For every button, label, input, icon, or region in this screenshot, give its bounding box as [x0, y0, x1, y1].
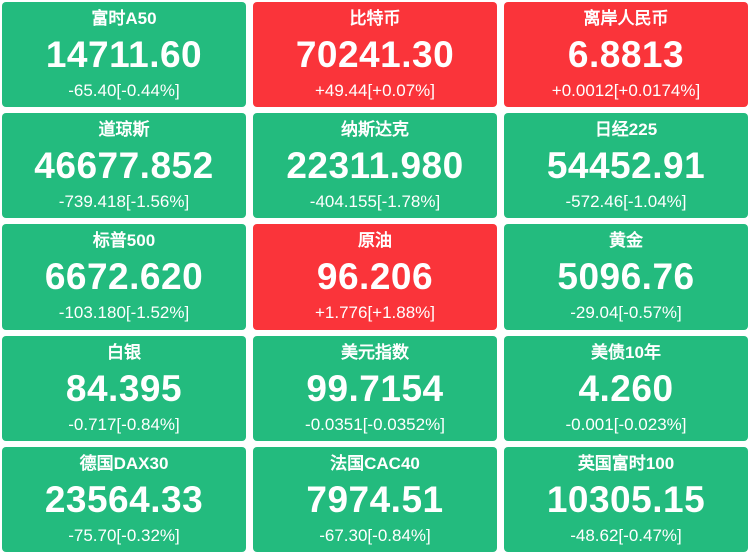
market-price: 23564.33	[44, 478, 204, 520]
market-tile-11[interactable]: 美元指数 99.7154 -0.0351[-0.0352%]	[253, 335, 497, 441]
market-tile-12[interactable]: 美债10年 4.260 -0.001[-0.023%]	[504, 335, 748, 441]
market-price: 46677.852	[34, 145, 214, 187]
market-name: 法国CAC40	[330, 453, 420, 473]
market-tile-1[interactable]: 富时A50 14711.60 -65.40[-0.44%]	[2, 2, 246, 108]
market-name: 美元指数	[341, 342, 409, 362]
market-tile-8[interactable]: 原油 96.206 +1.776[+1.88%]	[253, 224, 497, 330]
market-price: 70241.30	[295, 34, 455, 76]
market-name: 富时A50	[91, 9, 157, 29]
market-price: 54452.91	[546, 145, 706, 187]
market-tile-9[interactable]: 黄金 5096.76 -29.04[-0.57%]	[504, 224, 748, 330]
market-price: 84.395	[65, 367, 183, 409]
market-tile-15[interactable]: 英国富时100 10305.15 -48.62[-0.47%]	[504, 446, 748, 552]
market-name: 黄金	[609, 231, 643, 251]
market-tile-7[interactable]: 标普500 6672.620 -103.180[-1.52%]	[2, 224, 246, 330]
market-tile-3[interactable]: 离岸人民币 6.8813 +0.0012[+0.0174%]	[504, 2, 748, 108]
market-price: 22311.980	[286, 145, 464, 187]
market-name: 白银	[107, 342, 141, 362]
market-change-value: +49.44[+0.07%]	[314, 81, 436, 101]
market-tile-13[interactable]: 德国DAX30 23564.33 -75.70[-0.32%]	[2, 446, 246, 552]
market-tile-10[interactable]: 白银 84.395 -0.717[-0.84%]	[2, 335, 246, 441]
market-change-value: -67.30[-0.84%]	[319, 525, 431, 545]
market-change-value: -739.418[-1.56%]	[58, 192, 190, 212]
market-tile-2[interactable]: 比特币 70241.30 +49.44[+0.07%]	[253, 2, 497, 108]
market-change-value: -75.70[-0.32%]	[68, 525, 180, 545]
market-change-value: -0.717[-0.84%]	[68, 414, 180, 434]
market-name: 美债10年	[591, 342, 661, 362]
market-price: 6.8813	[567, 34, 685, 76]
market-change-value: -572.46[-1.04%]	[565, 192, 687, 212]
market-name: 日经225	[594, 120, 658, 140]
market-tile-5[interactable]: 纳斯达克 22311.980 -404.155[-1.78%]	[253, 113, 497, 219]
market-change-value: -29.04[-0.57%]	[570, 303, 682, 323]
market-price: 4.260	[578, 367, 674, 409]
market-change-value: +0.0012[+0.0174%]	[551, 81, 701, 101]
market-tile-14[interactable]: 法国CAC40 7974.51 -67.30[-0.84%]	[253, 446, 497, 552]
market-name: 原油	[358, 231, 392, 251]
market-name: 英国富时100	[577, 453, 675, 473]
market-name: 德国DAX30	[79, 453, 169, 473]
market-tile-6[interactable]: 日经225 54452.91 -572.46[-1.04%]	[504, 113, 748, 219]
market-price: 5096.76	[557, 256, 695, 298]
market-tile-4[interactable]: 道琼斯 46677.852 -739.418[-1.56%]	[2, 113, 246, 219]
market-price: 14711.60	[45, 34, 203, 76]
market-change-value: -48.62[-0.47%]	[570, 525, 682, 545]
market-price: 6672.620	[44, 256, 204, 298]
market-name: 道琼斯	[98, 120, 150, 140]
market-name: 比特币	[349, 9, 401, 29]
market-price: 99.7154	[306, 367, 444, 409]
market-change-value: -0.0351[-0.0352%]	[305, 414, 445, 434]
market-name: 离岸人民币	[583, 9, 669, 29]
market-price: 7974.51	[306, 478, 444, 520]
market-change-value: -0.001[-0.023%]	[565, 414, 687, 434]
market-change-value: -103.180[-1.52%]	[58, 303, 190, 323]
market-name: 标普500	[92, 231, 156, 251]
market-price: 96.206	[316, 256, 434, 298]
market-change-value: -65.40[-0.44%]	[68, 81, 180, 101]
market-change-value: +1.776[+1.88%]	[314, 303, 436, 323]
market-price: 10305.15	[546, 478, 706, 520]
market-name: 纳斯达克	[341, 120, 409, 140]
market-change-value: -404.155[-1.78%]	[309, 192, 441, 212]
